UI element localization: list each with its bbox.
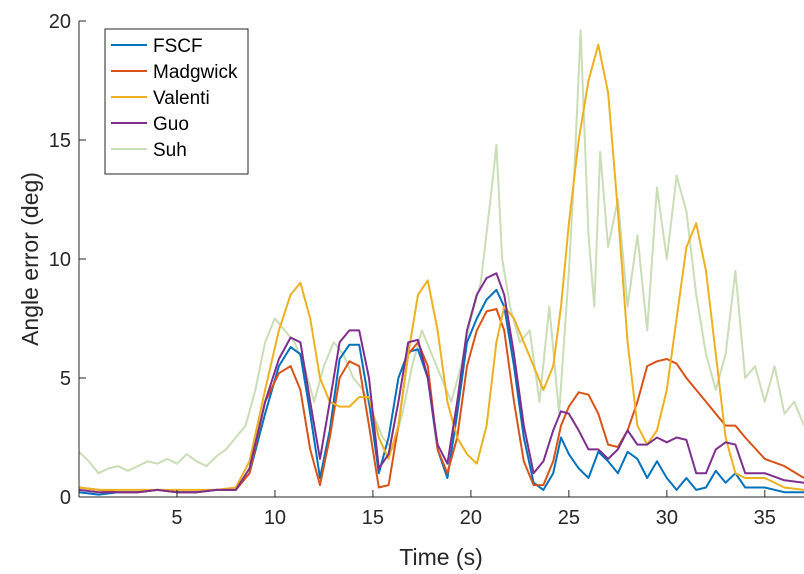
legend-label-valenti: Valenti — [153, 88, 210, 109]
y-tick-label: 15 — [49, 130, 71, 152]
legend-label-guo: Guo — [153, 114, 189, 135]
y-axis-label: Angle error (deg) — [17, 172, 43, 346]
axis-ticks: 5 10 15 20 25 30 35 0 5 10 15 20 — [49, 11, 776, 529]
x-axis-label: Time (s) — [399, 544, 482, 570]
series-line-valenti — [78, 43, 804, 491]
series-line-fscf — [78, 288, 804, 496]
x-tick-label: 20 — [460, 507, 482, 529]
x-tick-label: 30 — [656, 507, 678, 529]
legend-label-fscf: FSCF — [153, 36, 203, 57]
y-tick-label: 20 — [49, 11, 71, 33]
legend-label-madgwick: Madgwick — [153, 62, 238, 83]
x-tick-label: 10 — [264, 507, 286, 529]
y-tick-label: 5 — [60, 368, 71, 390]
series-line-suh — [78, 29, 804, 475]
y-tick-label: 0 — [60, 487, 71, 509]
legend-label-suh: Suh — [153, 140, 187, 161]
x-tick-label: 15 — [362, 507, 384, 529]
legend: FSCF Madgwick Valenti Guo Suh — [104, 28, 249, 175]
x-tick-label: 25 — [558, 507, 580, 529]
series-lines — [78, 29, 804, 496]
series-line-guo — [78, 272, 804, 494]
y-tick-label: 10 — [49, 249, 71, 271]
x-tick-label: 5 — [171, 507, 182, 529]
x-tick-label: 35 — [754, 507, 776, 529]
series-line-madgwick — [78, 308, 804, 494]
